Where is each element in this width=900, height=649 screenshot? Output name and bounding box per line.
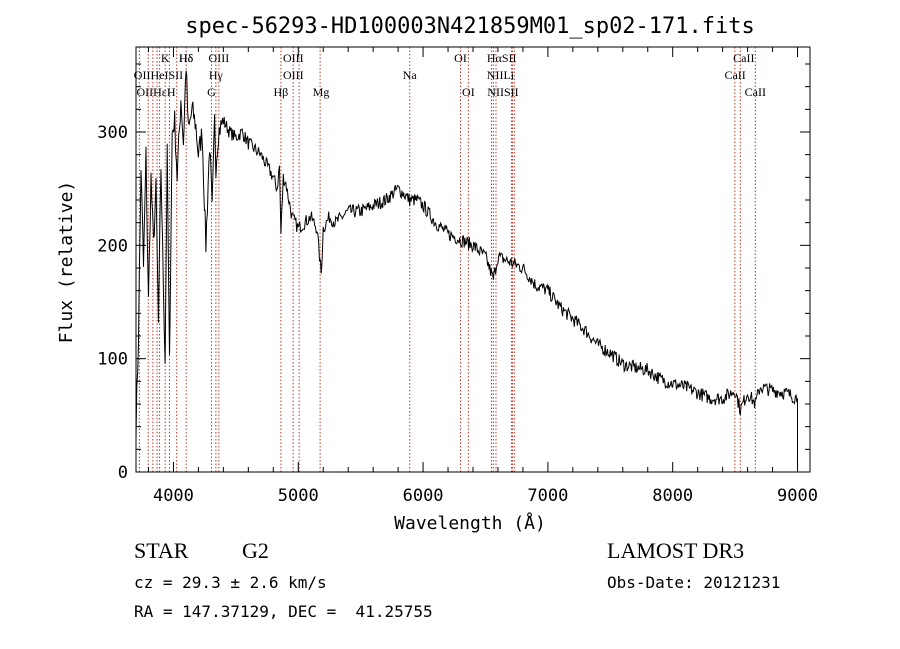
line-label: Mg — [313, 85, 330, 99]
line-label: CaII — [733, 51, 754, 65]
line-label: OIIHεH — [136, 85, 175, 99]
line-label: NIILi — [487, 68, 515, 82]
line-label: CaII — [724, 68, 745, 82]
line-label: NIISII — [487, 85, 518, 99]
x-tick-label: 6000 — [403, 486, 444, 506]
line-label: OIIHeISII — [134, 68, 183, 82]
line-label: OIII — [283, 68, 304, 82]
x-tick-label: 5000 — [278, 486, 319, 506]
x-tick-label: 8000 — [652, 486, 693, 506]
line-label: Hδ — [179, 51, 194, 65]
line-label: OI — [454, 51, 467, 65]
line-label: Hδ — [179, 51, 194, 65]
line-marks-layer — [138, 47, 756, 472]
observation-date: Obs-Date: 20121231 — [607, 573, 781, 592]
spectrum-line — [135, 70, 798, 467]
y-tick-label: 100 — [97, 350, 128, 370]
chart-title: spec-56293-HD100003N421859M01_sp02-171.f… — [185, 14, 755, 39]
line-label: OIII — [283, 51, 304, 65]
line-label: OIII — [209, 51, 230, 65]
coordinates: RA = 147.37129, DEC = 41.25755 — [134, 602, 433, 621]
x-tick-label: 9000 — [777, 486, 818, 506]
y-tick-label: 0 — [118, 463, 128, 483]
subclass: G2 — [242, 538, 269, 563]
x-tick-label: 4000 — [153, 486, 194, 506]
line-label: Hβ — [274, 85, 289, 99]
plot-frame — [135, 46, 811, 473]
y-tick-label: 200 — [97, 236, 128, 256]
x-axis-label: Wavelength (Å) — [394, 512, 546, 534]
line-label: OI — [462, 85, 475, 99]
axis-ticks-layer: 4000 5000 6000 7000 8000 9000 0 100 200 300 — [97, 47, 818, 506]
y-tick-label: 300 — [97, 123, 128, 143]
line-label: Na — [403, 68, 418, 82]
series-layer — [135, 70, 798, 467]
y-axis-label: Flux (relative) — [56, 181, 77, 344]
line-label: K — [161, 51, 170, 65]
line-label: G — [207, 85, 216, 99]
line-label: CaII — [745, 85, 766, 99]
x-tick-label: 7000 — [527, 486, 568, 506]
redshift-value: cz = 29.3 ± 2.6 km/s — [134, 573, 327, 592]
line-label: Hγ — [209, 68, 224, 82]
object-class: STAR — [134, 538, 189, 563]
survey-name: LAMOST DR3 — [607, 538, 745, 563]
line-label: HαSII — [487, 51, 517, 65]
